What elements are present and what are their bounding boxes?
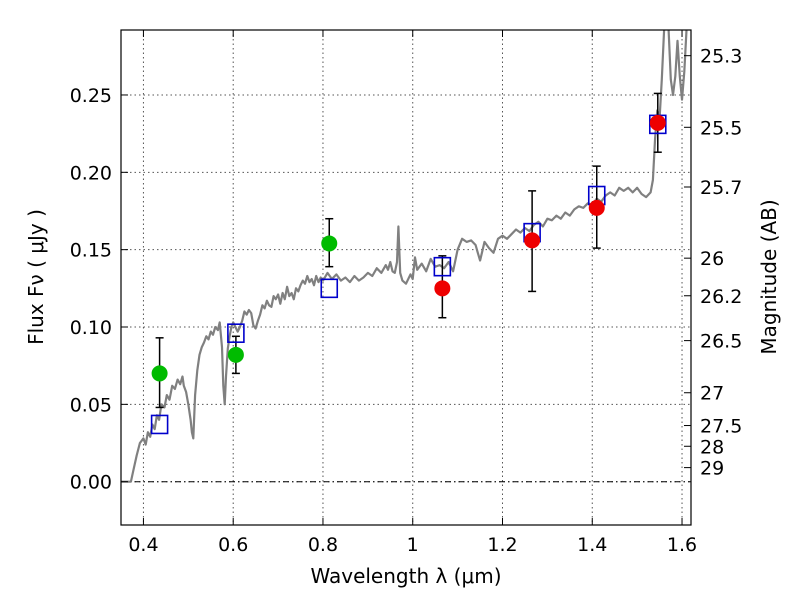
model-photometry-box — [433, 256, 452, 277]
data-point — [588, 199, 605, 216]
y-axis-title: Flux Fν ( μJy ) — [24, 209, 48, 345]
x-tick-label: 1.2 — [487, 534, 517, 556]
x-tick-label: 1.6 — [667, 534, 697, 556]
y-tick-label: 0.15 — [70, 240, 112, 262]
x-tick-label: 1.4 — [577, 534, 607, 556]
model-spectrum-line — [121, 30, 666, 483]
y2-axis-title: Magnitude (AB) — [757, 199, 781, 354]
y2-tick-label: 25.7 — [700, 177, 742, 199]
y2-tick-label: 27 — [700, 383, 724, 405]
y2-tick-label: 28 — [700, 436, 724, 458]
axis-ticks — [121, 30, 691, 525]
data-point — [321, 235, 338, 252]
x-axis-title: Wavelength λ (μm) — [310, 564, 501, 588]
y2-tick-label: 25.3 — [700, 46, 742, 68]
data-point — [649, 114, 666, 131]
model-photometry-box — [320, 278, 339, 299]
data-point — [434, 280, 451, 297]
y-tick-label: 0.10 — [70, 317, 112, 339]
x-tick-label: 0.8 — [308, 534, 338, 556]
x-tick-label: 0.6 — [218, 534, 248, 556]
y-tick-label: 0.05 — [70, 394, 112, 416]
data-point — [227, 346, 244, 363]
plot-content — [121, 30, 688, 483]
y-tick-label: 0.20 — [70, 162, 112, 184]
data-point — [151, 365, 168, 382]
model-photometry-box — [227, 323, 245, 343]
y2-tick-label: 26 — [700, 248, 724, 270]
y-tick-label: 0.00 — [70, 472, 112, 494]
model-photometry-box — [150, 414, 169, 435]
plot-area — [121, 30, 688, 483]
y2-tick-label: 25.5 — [700, 117, 742, 139]
tick-labels: 0.4 0.6 0.8 1 1.2 1.4 1.6 0.00 0.05 0.10 0.15 0.20 0… — [70, 46, 743, 556]
plot-background — [121, 30, 691, 525]
y-tick-label: 0.25 — [70, 85, 112, 107]
y2-tick-label: 27.5 — [700, 416, 742, 438]
x-tick-label: 1 — [407, 534, 419, 556]
y2-tick-label: 29 — [700, 458, 724, 480]
y2-tick-label: 26.2 — [700, 286, 742, 308]
data-point — [524, 232, 541, 249]
model-spectrum-line — [667, 30, 688, 101]
x-tick-label: 0.4 — [128, 534, 158, 556]
y2-tick-label: 26.5 — [700, 331, 742, 353]
plot-frame — [120, 29, 692, 526]
